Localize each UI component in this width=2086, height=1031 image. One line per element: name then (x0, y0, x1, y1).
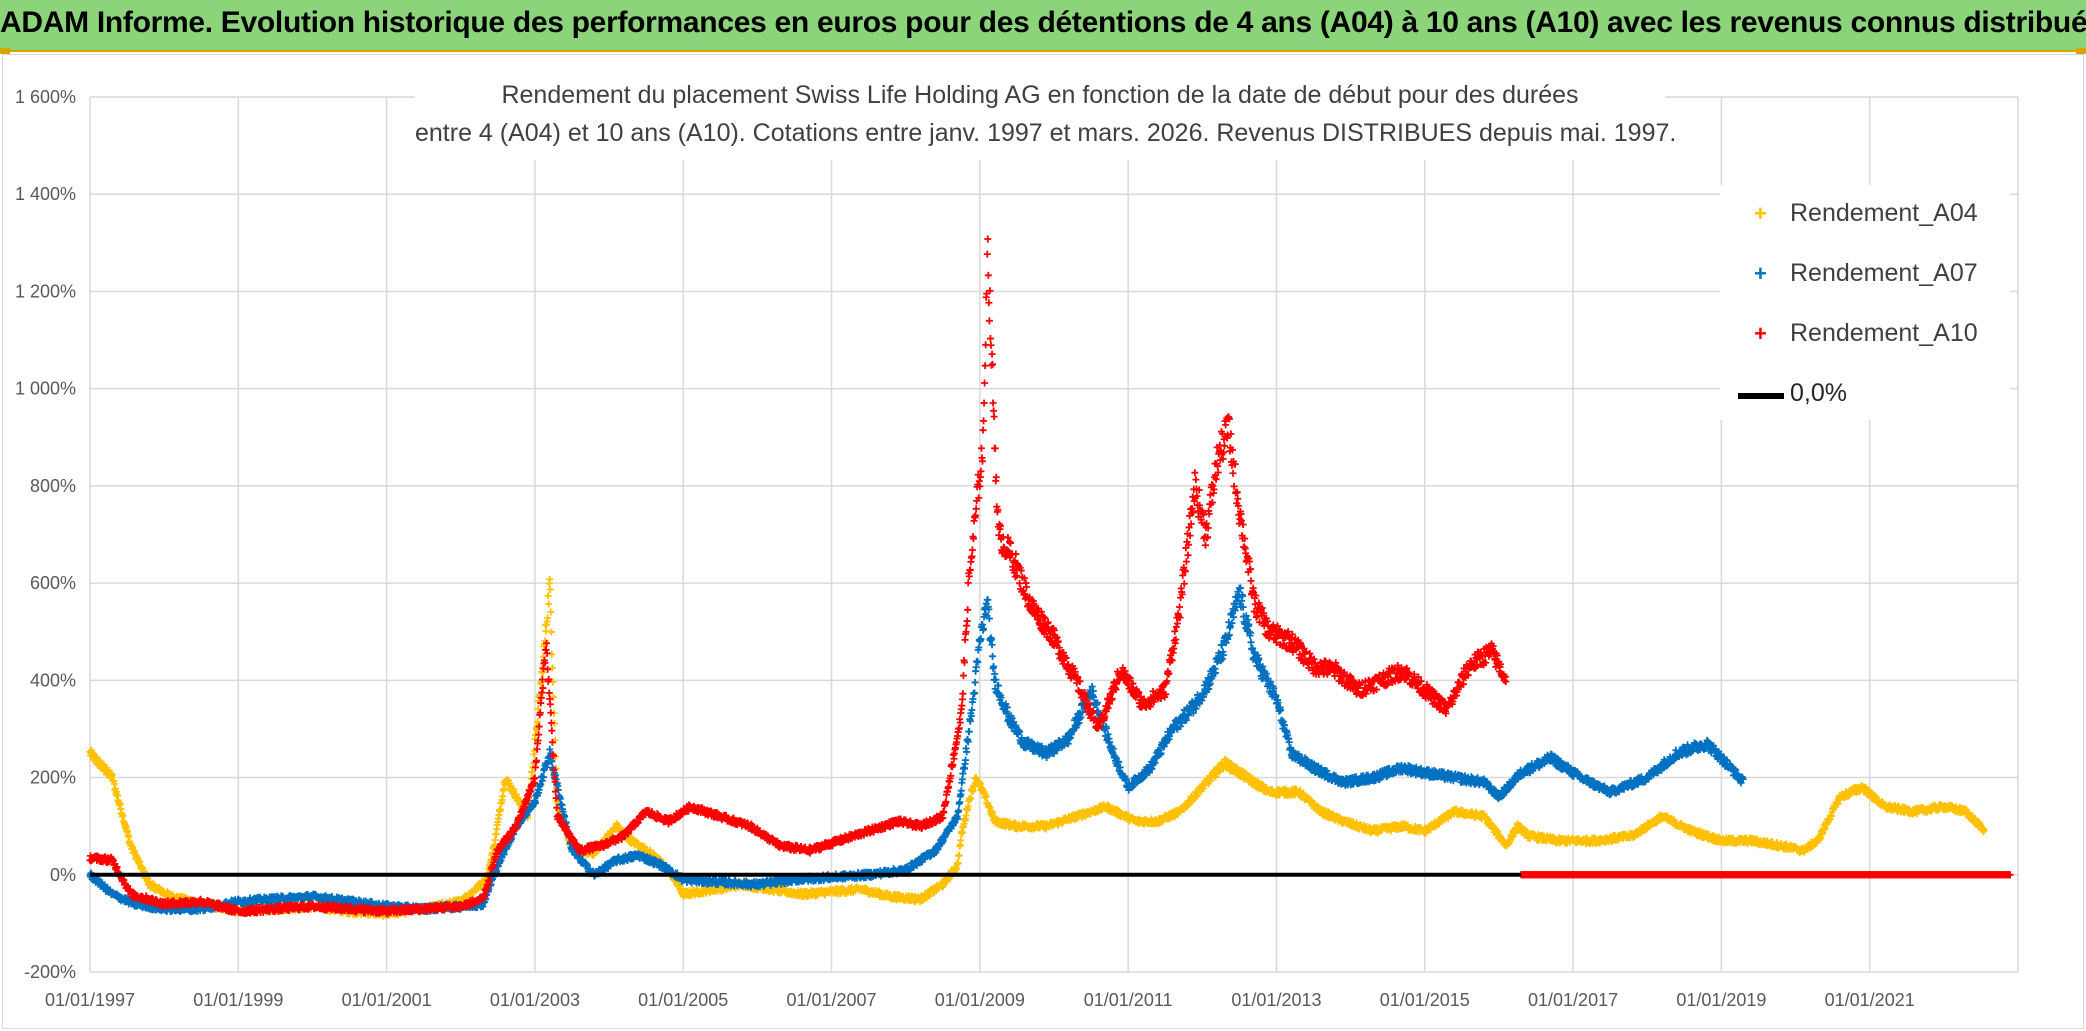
banner-accent-right (2076, 48, 2086, 54)
data-point (491, 836, 499, 844)
data-point (544, 592, 552, 600)
data-point (110, 780, 118, 788)
data-point (496, 805, 504, 813)
banner-accent-left (0, 48, 10, 54)
data-point (957, 836, 965, 844)
data-point (125, 833, 133, 841)
data-point (548, 650, 556, 658)
data-point (500, 785, 508, 793)
data-point (547, 628, 555, 636)
data-point (108, 771, 116, 779)
series-rendement-a07 (86, 584, 1747, 916)
data-point (545, 600, 553, 608)
chart-area (2, 54, 2084, 1029)
data-point (546, 575, 554, 583)
report-title: ADAM Informe. Evolution historique des p… (0, 6, 2086, 39)
data-point (546, 585, 554, 593)
report-banner: ADAM Informe. Evolution historique des p… (0, 0, 2086, 52)
data-point (955, 851, 963, 859)
